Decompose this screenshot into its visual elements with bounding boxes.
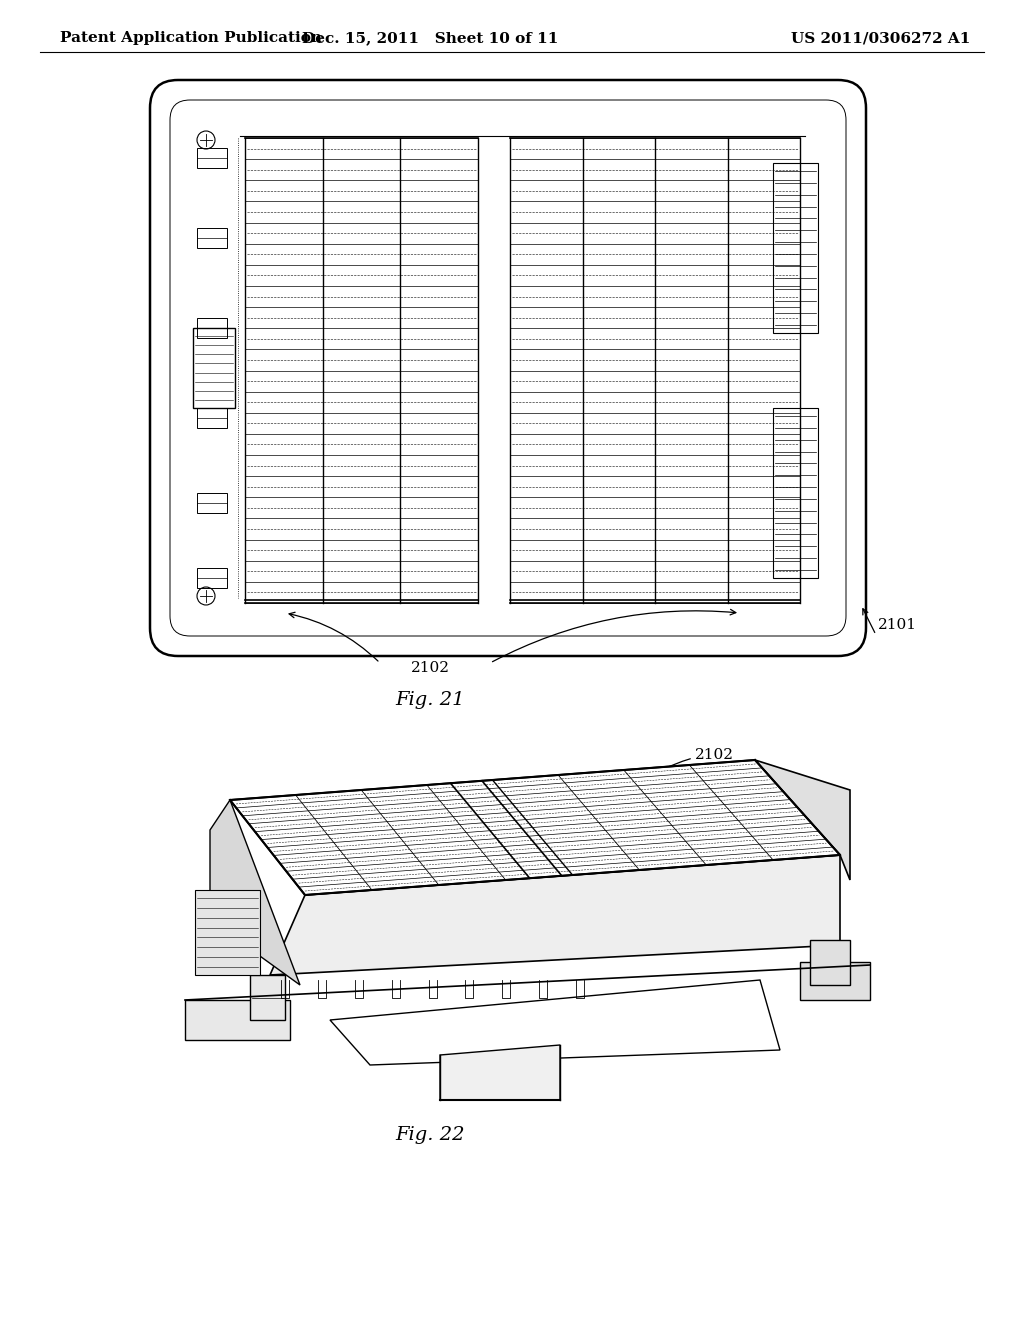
Bar: [197, 492, 227, 513]
Bar: [197, 568, 227, 587]
Polygon shape: [810, 940, 850, 985]
Bar: [197, 318, 227, 338]
Bar: [195, 890, 260, 975]
Polygon shape: [755, 760, 850, 880]
Polygon shape: [230, 760, 840, 895]
FancyBboxPatch shape: [150, 81, 866, 656]
Bar: [193, 327, 234, 408]
Polygon shape: [270, 855, 840, 975]
Bar: [773, 408, 818, 578]
Text: Dec. 15, 2011   Sheet 10 of 11: Dec. 15, 2011 Sheet 10 of 11: [302, 30, 558, 45]
Polygon shape: [250, 975, 285, 1020]
Text: 2102: 2102: [695, 748, 734, 762]
Text: Fig. 21: Fig. 21: [395, 690, 465, 709]
Text: Patent Application Publication: Patent Application Publication: [60, 30, 322, 45]
Text: 2101: 2101: [878, 618, 918, 632]
Text: US 2011/0306272 A1: US 2011/0306272 A1: [791, 30, 970, 45]
Polygon shape: [330, 979, 780, 1065]
Polygon shape: [800, 962, 870, 1001]
Bar: [197, 228, 227, 248]
Bar: [197, 148, 227, 168]
Polygon shape: [210, 800, 300, 985]
Polygon shape: [185, 1001, 290, 1040]
Text: Fig. 22: Fig. 22: [395, 1126, 465, 1144]
Bar: [773, 162, 818, 333]
Bar: [197, 408, 227, 428]
Polygon shape: [440, 1045, 560, 1100]
Text: 2102: 2102: [411, 661, 450, 675]
